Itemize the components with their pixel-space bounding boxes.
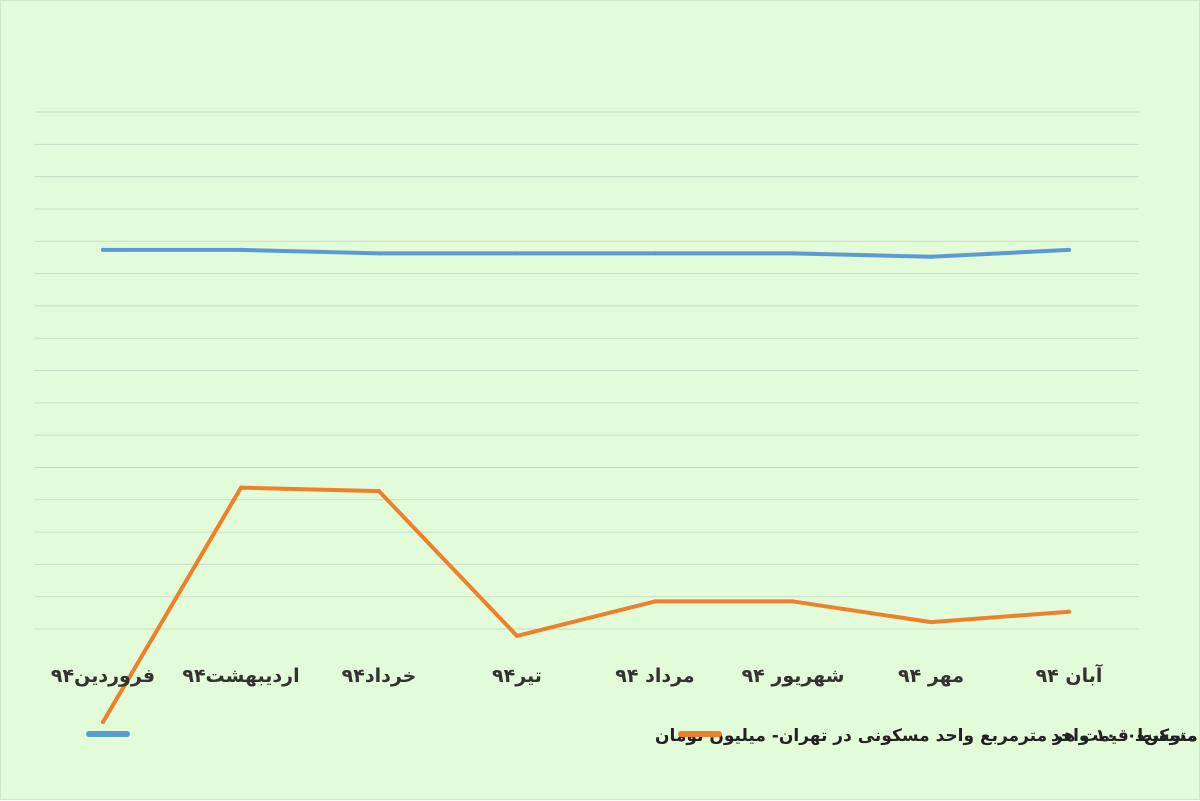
series-lines xyxy=(101,247,1071,725)
data-point xyxy=(1067,247,1071,252)
data-point xyxy=(377,489,381,494)
data-point xyxy=(515,633,519,638)
x-tick-label: آبان ۹۴ xyxy=(1036,663,1103,687)
data-point xyxy=(791,599,795,604)
x-tick-label: فروردین۹۴ xyxy=(51,665,155,687)
series-line-0 xyxy=(101,485,1071,725)
data-point xyxy=(239,247,243,252)
gridlines xyxy=(35,111,1139,630)
data-point xyxy=(653,599,657,604)
x-tick-label: اردیبهشت۹۴ xyxy=(182,665,299,687)
x-tick-label: تیر۹۴ xyxy=(492,665,542,687)
data-point xyxy=(239,485,243,490)
data-point xyxy=(653,251,657,256)
data-point xyxy=(515,251,519,256)
x-tick-label: مرداد ۹۴ xyxy=(615,665,694,687)
data-point xyxy=(101,247,105,252)
x-axis-tick-labels: فروردین۹۴ اردیبهشت۹۴ خرداد۹۴ تیر۹۴ مرداد ۹۴ ش… xyxy=(51,663,1103,687)
x-tick-label: شهریور ۹۴ xyxy=(742,665,845,687)
legend: متوسط قیمت هر مترمربع واحد مسکونی در تهر… xyxy=(86,726,1200,746)
series-line-1 xyxy=(101,247,1071,259)
data-point xyxy=(377,251,381,256)
legend-label-volume: حجم معاملات خرید مسکن-۱۰۰۰ واحد xyxy=(1051,726,1200,746)
data-point xyxy=(929,254,933,259)
data-point xyxy=(101,720,105,725)
data-point xyxy=(1067,609,1071,614)
x-tick-label: خرداد۹۴ xyxy=(342,665,417,687)
data-point xyxy=(929,620,933,625)
x-tick-label: مهر ۹۴ xyxy=(898,665,964,687)
legend-label-price: متوسط قیمت هر مترمربع واحد مسکونی در تهر… xyxy=(655,726,1198,746)
data-point xyxy=(791,251,795,256)
